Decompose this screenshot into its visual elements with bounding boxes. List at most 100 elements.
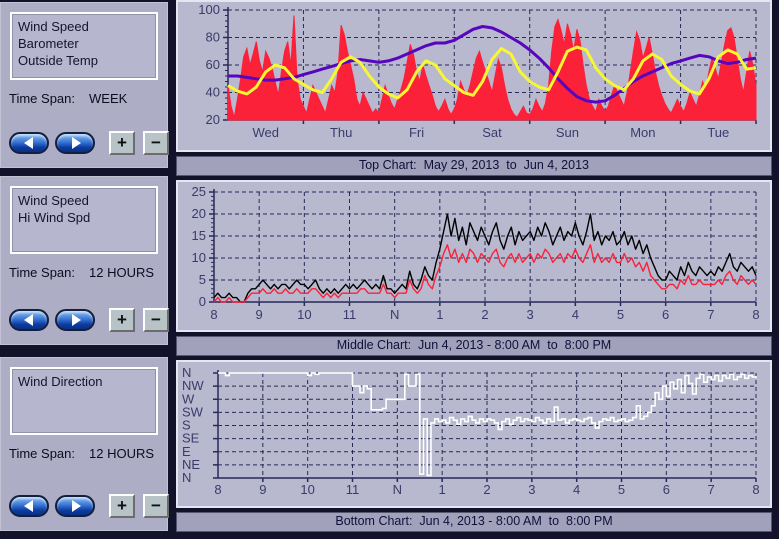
svg-text:Tue: Tue bbox=[707, 125, 729, 140]
svg-text:11: 11 bbox=[346, 482, 360, 497]
svg-text:4: 4 bbox=[573, 482, 580, 497]
series-listbox[interactable]: Wind Speed Barometer Outside Temp bbox=[10, 12, 158, 80]
svg-text:W: W bbox=[182, 391, 195, 406]
zoom-out-button[interactable]: − bbox=[143, 131, 169, 155]
arrow-left-icon bbox=[23, 137, 33, 149]
svg-text:60: 60 bbox=[206, 57, 220, 72]
svg-text:Thu: Thu bbox=[330, 125, 352, 140]
list-item[interactable]: Wind Direction bbox=[18, 374, 103, 389]
svg-text:6: 6 bbox=[662, 307, 669, 322]
next-button[interactable] bbox=[55, 132, 95, 154]
series-listbox[interactable]: Wind Direction bbox=[10, 367, 158, 435]
svg-text:8: 8 bbox=[214, 482, 221, 497]
time-span-row: Time Span: WEEK bbox=[9, 91, 163, 106]
middle-chart: 0 5 10 15 20 25 8 9 10 11 N 1 2 3 4 5 6 7 8 bbox=[176, 180, 772, 332]
svg-text:3: 3 bbox=[527, 307, 534, 322]
arrow-left-icon bbox=[23, 314, 33, 326]
prev-button[interactable] bbox=[9, 132, 49, 154]
svg-text:S: S bbox=[182, 418, 191, 433]
svg-text:9: 9 bbox=[256, 307, 263, 322]
time-span-label: Time Span: bbox=[9, 91, 75, 106]
svg-text:5: 5 bbox=[199, 272, 206, 287]
time-span-value: 12 HOURS bbox=[89, 265, 155, 280]
arrow-right-icon bbox=[71, 500, 81, 512]
prev-button[interactable] bbox=[9, 309, 49, 331]
svg-text:8: 8 bbox=[210, 307, 217, 322]
svg-text:4: 4 bbox=[572, 307, 579, 322]
svg-text:Mon: Mon bbox=[630, 125, 655, 140]
svg-text:3: 3 bbox=[528, 482, 535, 497]
svg-text:2: 2 bbox=[483, 482, 490, 497]
svg-text:N: N bbox=[182, 365, 191, 380]
svg-text:5: 5 bbox=[618, 482, 625, 497]
svg-text:8: 8 bbox=[752, 307, 759, 322]
svg-text:0: 0 bbox=[199, 294, 206, 309]
next-button[interactable] bbox=[55, 495, 95, 517]
next-button[interactable] bbox=[55, 309, 95, 331]
time-span-value: WEEK bbox=[89, 91, 128, 106]
control-panel-top: Wind Speed Barometer Outside Temp Time Spa… bbox=[0, 2, 169, 168]
svg-text:2: 2 bbox=[481, 307, 488, 322]
prev-button[interactable] bbox=[9, 495, 49, 517]
nav-button-row: + − bbox=[9, 308, 169, 332]
nav-button-row: + − bbox=[9, 494, 169, 518]
svg-text:SW: SW bbox=[182, 404, 204, 419]
time-span-row: Time Span: 12 HOURS bbox=[9, 265, 163, 280]
svg-text:7: 7 bbox=[707, 307, 714, 322]
zoom-out-button[interactable]: − bbox=[143, 494, 169, 518]
svg-text:20: 20 bbox=[192, 206, 206, 221]
time-span-label: Time Span: bbox=[9, 265, 75, 280]
bottom-chart: N NE E SE S SW W NW N 8 9 10 11 N 1 2 3 4 5 6 7 8 bbox=[176, 360, 772, 508]
svg-text:E: E bbox=[182, 444, 191, 459]
list-item[interactable]: Wind Speed bbox=[18, 19, 89, 34]
svg-text:10: 10 bbox=[192, 250, 206, 265]
svg-text:Wed: Wed bbox=[252, 125, 279, 140]
list-item[interactable]: Barometer bbox=[18, 36, 79, 51]
svg-text:10: 10 bbox=[297, 307, 311, 322]
svg-text:10: 10 bbox=[300, 482, 314, 497]
svg-text:Fri: Fri bbox=[409, 125, 424, 140]
middle-chart-caption: Middle Chart: Jun 4, 2013 - 8:00 AM to 8… bbox=[176, 336, 772, 356]
svg-text:SE: SE bbox=[182, 431, 200, 446]
list-item[interactable]: Outside Temp bbox=[18, 53, 98, 68]
top-chart: 20 40 60 80 100 Wed Thu Fri Sat Sun Mon Tue bbox=[176, 0, 772, 152]
svg-text:100: 100 bbox=[198, 2, 220, 17]
zoom-out-button[interactable]: − bbox=[143, 308, 169, 332]
top-chart-caption: Top Chart: May 29, 2013 to Jun 4, 2013 bbox=[176, 156, 772, 176]
svg-text:7: 7 bbox=[708, 482, 715, 497]
bottom-chart-caption: Bottom Chart: Jun 4, 2013 - 8:00 AM to 8… bbox=[176, 512, 772, 532]
svg-text:N: N bbox=[390, 307, 399, 322]
svg-text:1: 1 bbox=[439, 482, 446, 497]
svg-text:Sat: Sat bbox=[482, 125, 502, 140]
svg-text:20: 20 bbox=[206, 112, 220, 127]
zoom-in-button[interactable]: + bbox=[109, 131, 135, 155]
svg-text:NE: NE bbox=[182, 457, 200, 472]
svg-text:N: N bbox=[182, 470, 191, 485]
svg-text:15: 15 bbox=[192, 228, 206, 243]
control-panel-bottom: Wind Direction Time Span: 12 HOURS + − bbox=[0, 357, 169, 531]
arrow-right-icon bbox=[71, 137, 81, 149]
nav-button-row: + − bbox=[9, 131, 169, 155]
svg-text:6: 6 bbox=[663, 482, 670, 497]
zoom-in-button[interactable]: + bbox=[109, 308, 135, 332]
svg-text:Sun: Sun bbox=[556, 125, 579, 140]
svg-text:NW: NW bbox=[182, 378, 204, 393]
svg-text:9: 9 bbox=[259, 482, 266, 497]
arrow-left-icon bbox=[23, 500, 33, 512]
time-span-row: Time Span: 12 HOURS bbox=[9, 446, 163, 461]
svg-text:8: 8 bbox=[752, 482, 759, 497]
svg-text:1: 1 bbox=[436, 307, 443, 322]
svg-text:11: 11 bbox=[343, 307, 357, 322]
list-item[interactable]: Wind Speed bbox=[18, 193, 89, 208]
svg-text:5: 5 bbox=[617, 307, 624, 322]
arrow-right-icon bbox=[71, 314, 81, 326]
svg-text:40: 40 bbox=[206, 85, 220, 100]
svg-text:80: 80 bbox=[206, 30, 220, 45]
time-span-label: Time Span: bbox=[9, 446, 75, 461]
series-listbox[interactable]: Wind Speed Hi Wind Spd bbox=[10, 186, 158, 254]
zoom-in-button[interactable]: + bbox=[109, 494, 135, 518]
time-span-value: 12 HOURS bbox=[89, 446, 155, 461]
list-item[interactable]: Hi Wind Spd bbox=[18, 210, 91, 225]
svg-text:25: 25 bbox=[192, 184, 206, 199]
